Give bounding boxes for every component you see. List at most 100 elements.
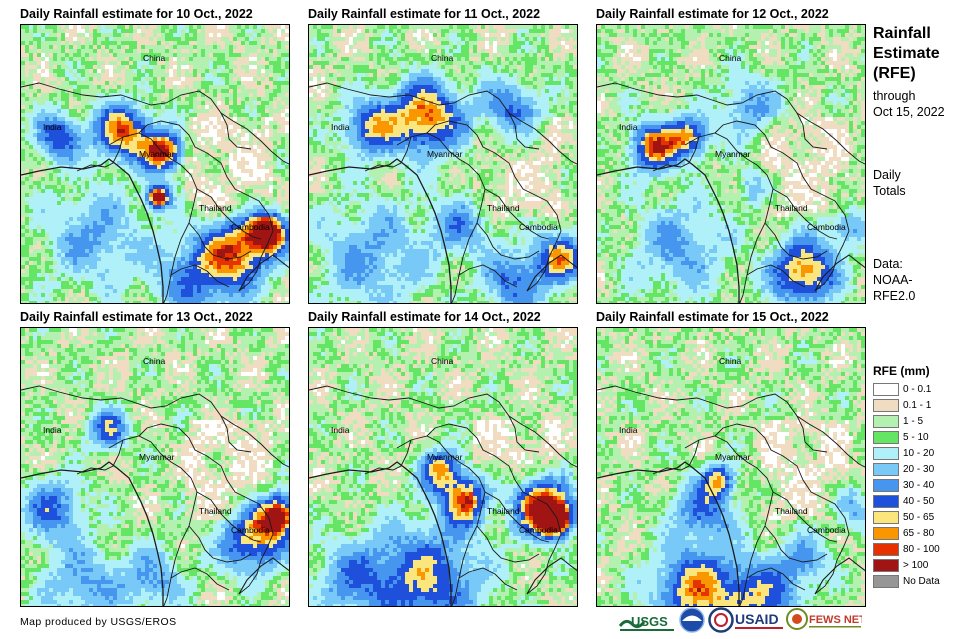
place-label-china: China [143,53,165,63]
legend-item: 65 - 80 [873,525,965,541]
data-source-line: NOAA- [873,272,965,288]
place-label-china: China [719,53,741,63]
legend-item: 0 - 0.1 [873,381,965,397]
legend-swatch [873,446,899,460]
legend-swatch [873,494,899,508]
coastline [526,557,577,595]
usgs-logo: USGS [618,614,674,631]
place-label-china: China [719,356,741,366]
panel-title: Daily Rainfall estimate for 15 Oct., 202… [596,310,829,324]
legend-item: No Data [873,573,965,589]
coastline [814,254,865,292]
coastline [238,254,289,292]
place-label-myanmar: Myanmar [139,149,175,159]
place-label-myanmar: Myanmar [139,452,175,462]
place-label-cambodia: Cambodia [519,525,558,535]
country-border [508,112,540,150]
coastline [309,461,452,606]
legend-item: 0.1 - 1 [873,397,965,413]
country-border [714,423,850,595]
country-border [364,439,412,475]
legend-swatch [873,526,899,540]
rainfall-cells [597,25,865,303]
legend-label: No Data [903,576,940,587]
rainfall-raster: China India Myanmar Thailand Cambodia [309,25,577,303]
country-border [484,491,550,543]
legend-label: 40 - 50 [903,496,934,507]
fewsnet-logo-text: FEWS NET [809,614,862,626]
place-label-india: India [331,425,350,435]
usgs-logo-text: USGS [631,614,668,629]
panel-title: Daily Rainfall estimate for 13 Oct., 202… [20,310,253,324]
country-border [684,132,774,303]
country-border [796,415,828,453]
place-label-cambodia: Cambodia [231,222,270,232]
rainfall-cells [309,25,577,303]
legend-item: 40 - 50 [873,493,965,509]
rainfall-cells [309,328,577,606]
coastline [597,461,740,606]
country-border [196,491,262,543]
logo-strip: USGS USAID FEWS NET [618,606,863,634]
data-source-line: RFE2.0 [873,288,965,304]
country-border [746,264,806,288]
rainfall-raster: China India Myanmar Thailand Cambodia [309,328,577,606]
country-border [76,136,124,172]
country-border [772,491,838,543]
through-label: through [873,88,965,104]
data-source-label: Data: [873,256,965,272]
country-border [458,567,518,591]
coastline [526,254,577,292]
rainfall-map: China India Myanmar Thailand Cambodia [308,327,578,607]
place-label-thailand: Thailand [775,506,808,516]
place-label-india: India [43,425,62,435]
side-title-line: Estimate [873,44,963,64]
place-label-myanmar: Myanmar [715,452,751,462]
country-border [426,423,562,595]
legend-item: 80 - 100 [873,541,965,557]
country-border [76,439,124,475]
place-label-thailand: Thailand [199,506,232,516]
place-label-myanmar: Myanmar [427,452,463,462]
legend-swatch [873,414,899,428]
legend: RFE (mm) 0 - 0.1 0.1 - 1 1 - 5 5 - 10 10 - 2… [873,364,965,589]
coastline [21,158,164,303]
country-border [476,222,540,260]
panel-title: Daily Rainfall estimate for 11 Oct., 202… [308,7,540,21]
country-border [684,435,774,606]
place-label-myanmar: Myanmar [715,149,751,159]
country-border [108,132,198,303]
side-title-line: (RFE) [873,64,963,84]
country-border [652,439,700,475]
place-label-cambodia: Cambodia [807,525,846,535]
country-border [458,264,518,288]
country-border [396,435,486,606]
legend-rows: 0 - 0.1 0.1 - 1 1 - 5 5 - 10 10 - 20 20 - 30 3… [873,381,965,589]
legend-item: > 100 [873,557,965,573]
fewsnet-logo: FEWS NET [786,608,862,630]
legend-label: 80 - 100 [903,544,940,555]
rainfall-raster: China India Myanmar Thailand Cambodia [597,328,865,606]
legend-label: 5 - 10 [903,432,929,443]
rainfall-cells [21,25,289,303]
place-label-thailand: Thailand [199,203,232,213]
legend-label: 20 - 30 [903,464,934,475]
country-border [764,525,828,563]
rainfall-cells [597,328,865,606]
china-border [21,82,289,165]
legend-swatch [873,430,899,444]
legend-item: 10 - 20 [873,445,965,461]
china-border [309,82,577,165]
country-border [772,188,838,240]
place-label-india: India [43,122,62,132]
coastline [309,158,452,303]
credit-text: Map produced by USGS/EROS [20,616,176,628]
rainfall-raster: China India Myanmar Thailand Cambodia [597,25,865,303]
rainfall-map: China India Myanmar Thailand Cambodia [308,24,578,304]
legend-title: RFE (mm) [873,364,965,378]
china-border [597,385,865,468]
country-border [476,525,540,563]
usaid-logo: USAID [735,611,783,629]
legend-swatch [873,542,899,556]
country-border [484,188,550,240]
